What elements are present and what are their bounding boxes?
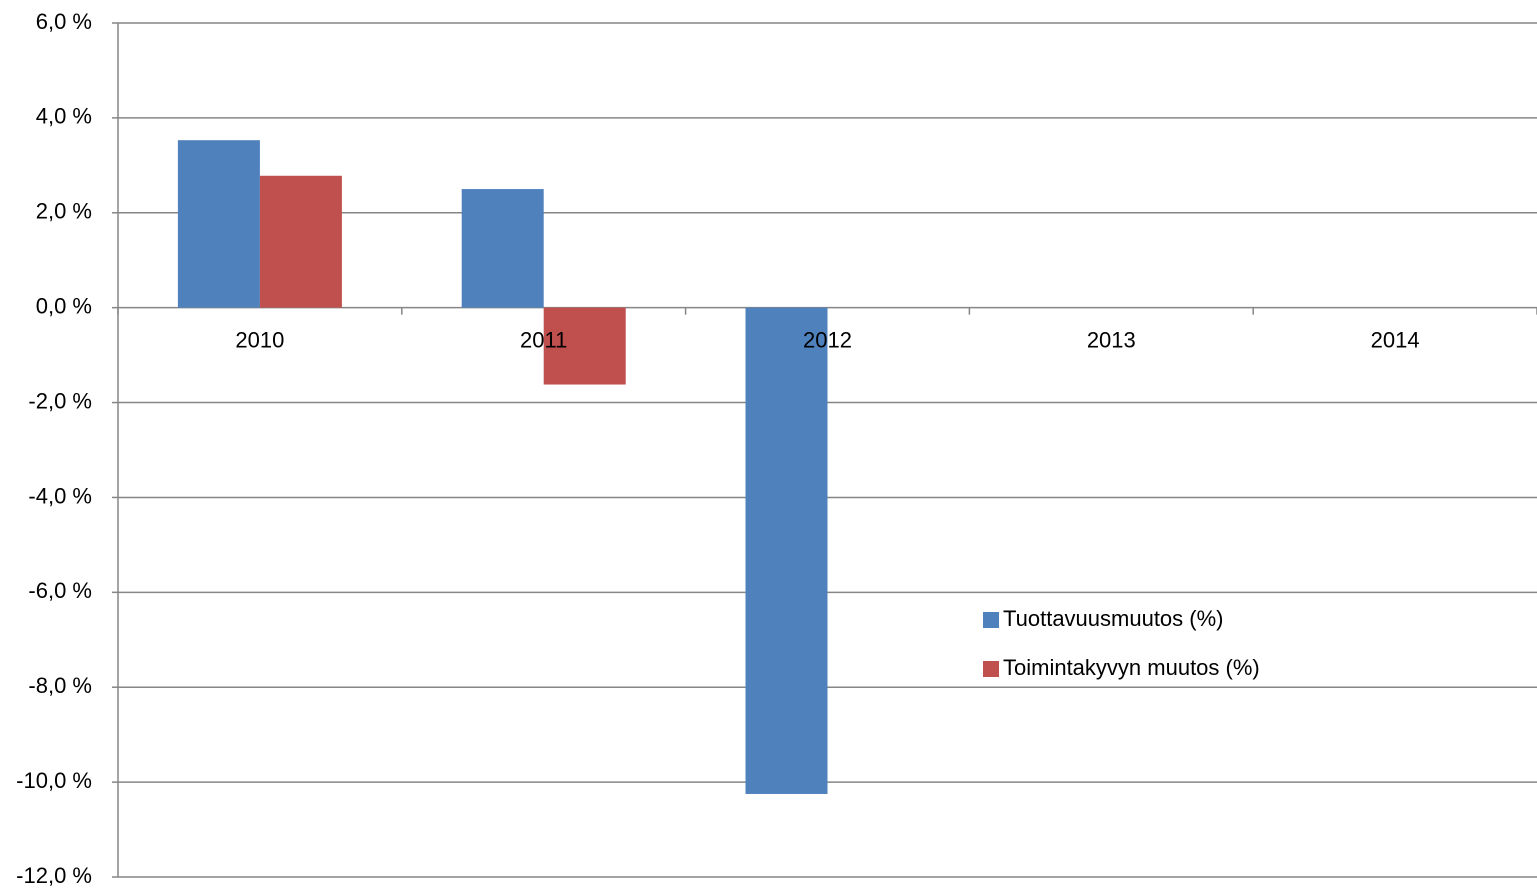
y-tick-label: -12,0 % xyxy=(16,863,92,888)
y-tick-label: 6,0 % xyxy=(36,9,92,34)
y-tick-label: -8,0 % xyxy=(28,673,92,698)
bar xyxy=(259,175,342,308)
x-tick-label: 2014 xyxy=(1371,327,1420,352)
x-tick-label: 2013 xyxy=(1087,327,1136,352)
y-tick-label: -4,0 % xyxy=(28,483,92,508)
y-tick-label: 4,0 % xyxy=(36,104,92,129)
x-tick-label: 2011 xyxy=(520,327,567,352)
x-tick-label: 2012 xyxy=(803,327,852,352)
y-tick-label: -10,0 % xyxy=(16,768,92,793)
bar xyxy=(745,307,828,794)
y-tick-label: -2,0 % xyxy=(28,388,92,413)
bar xyxy=(177,140,260,308)
legend-swatch xyxy=(983,612,999,628)
y-tick-label: 0,0 % xyxy=(36,293,92,318)
legend-label: Tuottavuusmuutos (%) xyxy=(1003,606,1224,631)
legend-label: Toimintakyvyn muutos (%) xyxy=(1003,655,1260,680)
y-tick-label: -6,0 % xyxy=(28,578,92,603)
y-tick-label: 2,0 % xyxy=(36,199,92,224)
bar xyxy=(461,189,544,308)
x-tick-label: 2010 xyxy=(235,327,284,352)
bar xyxy=(543,307,626,385)
legend-swatch xyxy=(983,661,999,677)
